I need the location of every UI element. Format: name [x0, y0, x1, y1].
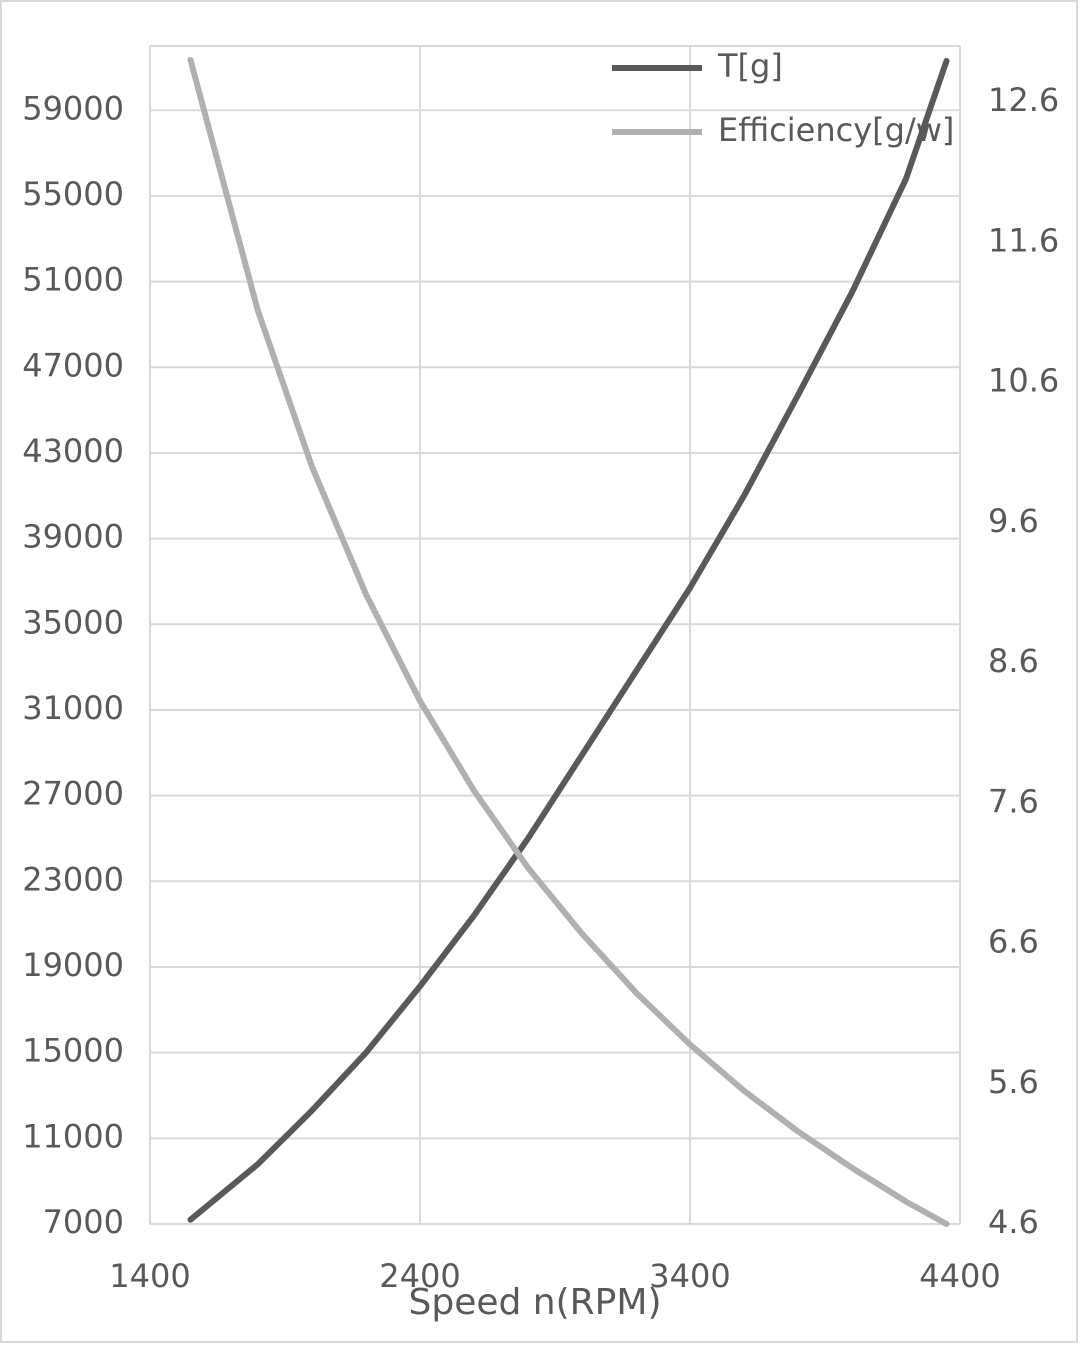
legend-label: T[g]: [717, 47, 783, 85]
y-tick-label: 43000: [22, 432, 124, 470]
y2-tick-label: 6.6: [988, 923, 1039, 961]
legend-label: Efficiency[g/w]: [718, 111, 954, 149]
x-axis-title: Speed n(RPM): [409, 1282, 662, 1323]
y-tick-label: 23000: [22, 860, 124, 898]
y-tick-label: 7000: [43, 1203, 124, 1241]
y2-tick-label: 12.6: [988, 81, 1059, 119]
y-tick-label: 27000: [22, 775, 124, 813]
y2-tick-label: 7.6: [988, 782, 1039, 820]
y2-tick-label: 9.6: [988, 502, 1039, 540]
series-line: [187, 57, 950, 1223]
x-tick-label: 2400: [379, 1257, 460, 1295]
y2-tick-label: 5.6: [988, 1063, 1039, 1101]
x-tick-label: 4400: [919, 1257, 1000, 1295]
y-tick-label: 39000: [22, 518, 124, 556]
y-tick-label: 15000: [22, 1032, 124, 1070]
x-tick-label: 3400: [649, 1257, 730, 1295]
y2-tick-label: 4.6: [988, 1203, 1039, 1241]
y2-tick-label: 10.6: [988, 362, 1059, 400]
y-tick-label: 47000: [22, 346, 124, 384]
x-tick-label: 1400: [109, 1257, 190, 1295]
y2-tick-label: 11.6: [988, 221, 1059, 259]
y-tick-label: 55000: [22, 175, 124, 213]
y-tick-label: 31000: [22, 689, 124, 727]
y-tick-label: 59000: [22, 89, 124, 127]
series-line: [187, 57, 950, 1227]
y-tick-label: 51000: [22, 261, 124, 299]
y-tick-label: 11000: [22, 1117, 124, 1155]
y-tick-label: 19000: [22, 946, 124, 984]
y-tick-label: 35000: [22, 603, 124, 641]
y2-tick-label: 8.6: [988, 642, 1039, 680]
